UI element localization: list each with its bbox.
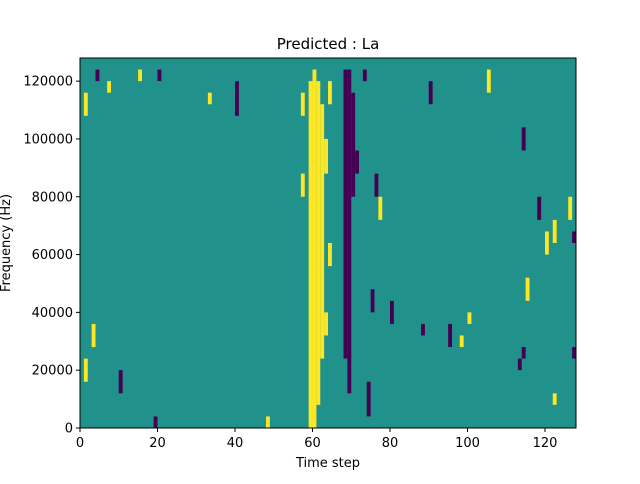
heatmap-cell: [366, 381, 371, 417]
heatmap-cell: [207, 92, 212, 105]
heatmap-cell: [370, 289, 375, 313]
x-tick-label: 40: [227, 436, 244, 451]
heatmap-cell: [324, 312, 329, 336]
y-axis-label: Frequency (Hz): [0, 194, 14, 292]
x-tick-label: 60: [304, 436, 321, 451]
y-tick-label: 20000: [32, 364, 73, 379]
heatmap-cell: [572, 231, 577, 243]
heatmap-cell: [421, 323, 425, 336]
heatmap-cell: [448, 323, 453, 348]
heatmap-cell: [300, 173, 305, 197]
heatmap-cell: [517, 358, 522, 371]
chart-title: Predicted : La: [277, 35, 380, 53]
y-tick-label: 120000: [23, 75, 73, 90]
heatmap-cell: [568, 196, 573, 220]
heatmap-cell: [107, 81, 112, 93]
heatmap-cell: [83, 358, 88, 382]
heatmap-cell: [362, 69, 367, 82]
heatmap-cell: [374, 173, 379, 197]
y-tick-label: 40000: [32, 306, 73, 321]
heatmap-cell: [572, 347, 577, 359]
heatmap-cell: [343, 69, 348, 359]
heatmap-cell: [138, 69, 143, 82]
heatmap-cell: [118, 370, 123, 394]
heatmap-cell: [157, 69, 162, 82]
x-tick-label: 0: [76, 436, 84, 451]
heatmap-cell: [95, 69, 100, 82]
heatmap-cell: [83, 92, 88, 116]
x-tick-label: 120: [533, 436, 558, 451]
heatmap-cell: [300, 92, 305, 116]
heatmap-cell: [428, 81, 433, 105]
x-tick-label: 20: [149, 436, 166, 451]
x-axis-label: Time step: [295, 456, 360, 471]
heatmap-cell: [525, 277, 530, 301]
heatmap-cell: [351, 92, 356, 197]
y-tick-label: 80000: [32, 190, 73, 205]
heatmap-cell: [552, 393, 557, 405]
y-axis-ticks: 0 20000 40000 60000 80000 100000 120000: [23, 75, 80, 437]
heatmap-cell: [545, 231, 549, 255]
heatmap-cell: [324, 138, 329, 174]
heatmap-cell: [316, 81, 321, 405]
heatmap-cell: [355, 150, 360, 174]
y-tick-label: 0: [65, 422, 73, 437]
x-tick-label: 80: [382, 436, 399, 451]
heatmap-cell: [390, 300, 394, 324]
heatmap-cell: [91, 323, 96, 348]
heatmap-cell: [320, 104, 325, 359]
plot-frame: [79, 57, 577, 429]
heatmap-cell: [537, 196, 542, 220]
heatmap-cell: [521, 127, 526, 151]
y-tick-label: 100000: [23, 132, 73, 147]
x-axis-ticks: 0 20 40 60 80 100 120: [76, 428, 558, 451]
heatmap-cells: [80, 58, 577, 429]
x-tick-label: 100: [455, 436, 480, 451]
heatmap-cell: [486, 69, 491, 93]
heatmap-cell: [153, 416, 158, 428]
heatmap-cell: [378, 196, 383, 220]
heatmap-cell: [459, 335, 464, 348]
heatmap-cell: [347, 69, 352, 394]
heatmap-cell: [328, 81, 332, 105]
heatmap-cell: [552, 219, 557, 244]
heatmap-cell: [312, 69, 317, 428]
heatmap-cell: [266, 416, 270, 428]
heatmap-cell: [328, 243, 332, 267]
heatmap-cell: [467, 312, 472, 324]
heatmap-cell: [521, 347, 526, 359]
y-tick-label: 60000: [32, 248, 73, 263]
heatmap-cell: [308, 81, 313, 429]
heatmap-cell: [235, 81, 239, 116]
